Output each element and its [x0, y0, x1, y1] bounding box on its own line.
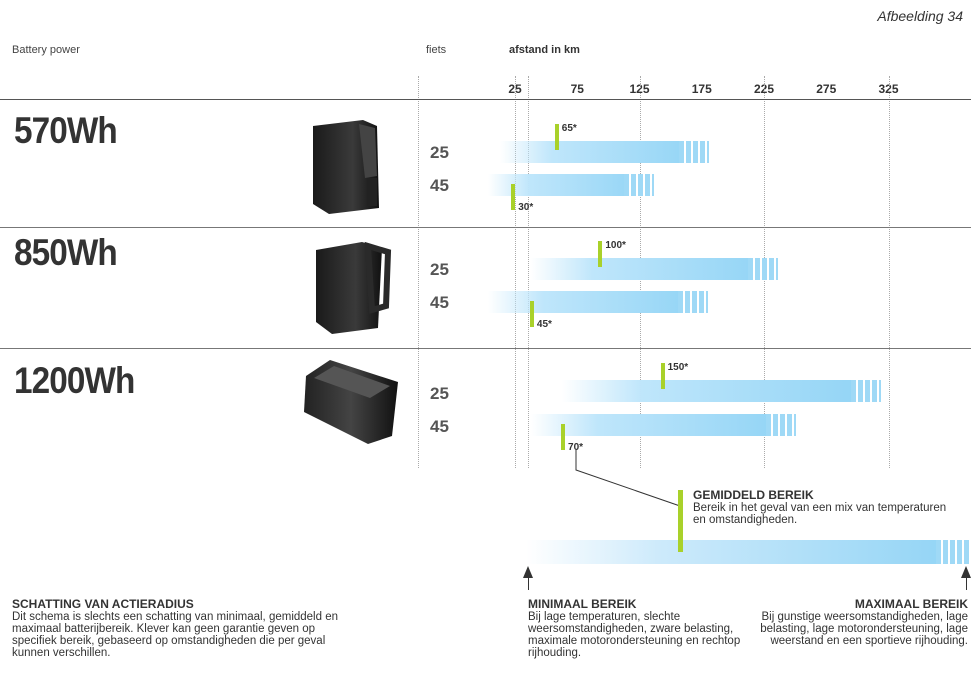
x-tick-label: 225 — [753, 82, 775, 96]
note-title: SCHATTING VAN ACTIERADIUS — [12, 597, 194, 611]
arrow-up-icon — [961, 566, 971, 578]
avg-label: 45* — [536, 319, 552, 330]
legend-bar — [526, 540, 970, 564]
fiets-header: fiets — [426, 44, 447, 56]
arrow-stem — [966, 576, 967, 590]
battery-1200wh-label: 1200Wh — [14, 360, 135, 401]
legend-min-text: Bij lage temperaturen, slechte weersomst… — [528, 611, 741, 659]
speed-label: 45 — [430, 293, 449, 312]
avg-label: 150* — [667, 362, 689, 373]
arrow-stem — [528, 576, 529, 590]
range-bar — [487, 174, 655, 196]
x-tick-label: 25 — [508, 82, 522, 96]
speed-label: 45 — [430, 176, 449, 195]
x-tick-label: 175 — [691, 82, 712, 96]
speed-label: 25 — [430, 260, 449, 279]
gridline — [515, 76, 517, 468]
battery-850wh-label: 850Wh — [14, 232, 118, 273]
avg-label: 70* — [568, 442, 584, 453]
legend-min: MINIMAAL BEREIK Bij lage temperaturen, s… — [528, 597, 743, 659]
legend-min-title: MINIMAAL BEREIK — [528, 597, 637, 611]
figure-label: Afbeelding 34 — [877, 8, 963, 24]
separator-top — [0, 99, 971, 100]
range-bar — [531, 258, 778, 280]
legend-max: MAXIMAAL BEREIK Bij gunstige weersomstan… — [742, 597, 968, 647]
arrow-up-icon — [523, 566, 533, 578]
range-bar — [487, 291, 708, 313]
battery-850wh-image — [316, 241, 392, 334]
avg-marker — [660, 363, 665, 389]
separator-1200 — [0, 348, 971, 349]
legend-avg: GEMIDDELD BEREIK Bereik in het geval van… — [693, 488, 953, 526]
avg-marker — [598, 241, 603, 267]
battery-power-header: Battery power — [12, 44, 80, 56]
avg-marker — [529, 301, 534, 327]
gridline — [528, 76, 529, 468]
battery-570wh-image — [313, 120, 379, 214]
x-tick-label: 125 — [629, 82, 650, 96]
avg-marker — [511, 184, 516, 210]
legend-avg-marker — [678, 490, 683, 552]
legend-max-text: Bij gunstige weersomstandigheden, lage b… — [760, 611, 968, 647]
speed-label: 25 — [430, 384, 449, 403]
avg-marker — [561, 424, 566, 450]
battery-1200wh-image — [304, 360, 398, 444]
range-bar — [500, 141, 710, 163]
distance-header: afstand in km — [509, 44, 580, 56]
battery-570wh-label: 570Wh — [14, 110, 118, 151]
legend-max-title: MAXIMAAL BEREIK — [854, 597, 968, 611]
note-text: Dit schema is slechts een schatting van … — [12, 611, 338, 659]
callout-line — [575, 450, 681, 507]
avg-label: 30* — [518, 202, 534, 213]
avg-marker — [554, 124, 559, 150]
legend-avg-text: Bereik in het geval van een mix van temp… — [693, 502, 947, 526]
legend-avg-title: GEMIDDELD BEREIK — [693, 488, 814, 502]
x-tick-label: 75 — [570, 82, 584, 96]
avg-label: 65* — [561, 123, 577, 134]
speed-label: 45 — [430, 417, 449, 436]
avg-label: 100* — [605, 240, 626, 251]
gridline — [888, 76, 890, 468]
separator-850 — [0, 227, 971, 228]
x-tick-label: 275 — [816, 82, 837, 96]
range-bar — [531, 414, 797, 436]
x-tick-label: 325 — [878, 82, 899, 96]
speed-label: 25 — [430, 143, 449, 162]
gridline — [418, 76, 419, 468]
range-bar — [562, 380, 882, 402]
range-note: SCHATTING VAN ACTIERADIUS Dit schema is … — [12, 597, 352, 659]
